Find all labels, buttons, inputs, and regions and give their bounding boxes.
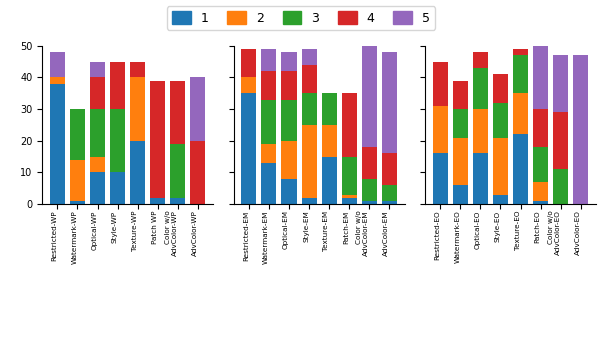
Bar (493, 74, 508, 103)
Bar (341, 198, 356, 204)
Bar (282, 100, 297, 141)
Bar (453, 109, 468, 138)
Bar (362, 147, 377, 179)
Bar (130, 141, 145, 204)
Bar (533, 147, 548, 182)
Bar (302, 125, 317, 198)
Bar (473, 68, 488, 109)
Bar (261, 144, 276, 163)
Bar (170, 144, 185, 198)
Bar (150, 81, 165, 198)
Bar (513, 134, 528, 204)
Bar (453, 138, 468, 185)
Bar (70, 160, 85, 201)
Bar (321, 157, 337, 204)
Bar (513, 49, 528, 55)
Bar (110, 109, 125, 172)
Bar (302, 93, 317, 125)
Bar (261, 71, 276, 100)
Bar (473, 153, 488, 204)
Bar (341, 195, 356, 198)
Bar (513, 93, 528, 134)
Bar (382, 185, 397, 201)
Bar (50, 52, 65, 77)
Bar (110, 62, 125, 109)
Bar (341, 93, 356, 157)
Bar (382, 201, 397, 204)
Bar (70, 109, 85, 160)
Bar (90, 77, 105, 109)
Bar (241, 77, 256, 93)
Bar (473, 52, 488, 68)
Bar (533, 46, 548, 109)
Bar (573, 55, 588, 204)
Bar (533, 109, 548, 147)
Bar (433, 153, 448, 204)
Bar (553, 55, 568, 112)
Bar (261, 100, 276, 144)
Bar (261, 49, 276, 71)
Bar (282, 141, 297, 179)
Bar (110, 172, 125, 204)
Bar (190, 77, 205, 141)
Bar (241, 93, 256, 204)
Bar (473, 109, 488, 153)
Bar (261, 163, 276, 204)
Bar (321, 125, 337, 157)
Bar (130, 62, 145, 77)
Bar (453, 81, 468, 109)
Bar (362, 179, 377, 201)
Bar (341, 157, 356, 195)
Bar (453, 185, 468, 204)
Bar (282, 71, 297, 100)
Bar (362, 46, 377, 147)
Bar (190, 141, 205, 204)
Bar (553, 169, 568, 204)
Bar (90, 172, 105, 204)
Bar (513, 55, 528, 93)
Bar (493, 195, 508, 204)
Bar (90, 109, 105, 157)
Bar (302, 65, 317, 93)
Bar (362, 201, 377, 204)
Bar (302, 198, 317, 204)
Bar (302, 49, 317, 65)
Bar (170, 198, 185, 204)
Bar (382, 52, 397, 153)
Bar (433, 62, 448, 106)
Bar (70, 201, 85, 204)
Bar (90, 157, 105, 172)
Bar (282, 179, 297, 204)
Legend: 1, 2, 3, 4, 5: 1, 2, 3, 4, 5 (167, 6, 435, 30)
Bar (90, 62, 105, 77)
Bar (50, 77, 65, 84)
Bar (382, 153, 397, 185)
Bar (321, 93, 337, 125)
Bar (493, 138, 508, 195)
Bar (170, 81, 185, 144)
Bar (553, 112, 568, 169)
Bar (241, 49, 256, 77)
Bar (533, 201, 548, 204)
Bar (282, 52, 297, 71)
Bar (533, 182, 548, 201)
Bar (130, 77, 145, 141)
Bar (150, 198, 165, 204)
Bar (50, 84, 65, 204)
Bar (433, 106, 448, 153)
Bar (493, 103, 508, 138)
